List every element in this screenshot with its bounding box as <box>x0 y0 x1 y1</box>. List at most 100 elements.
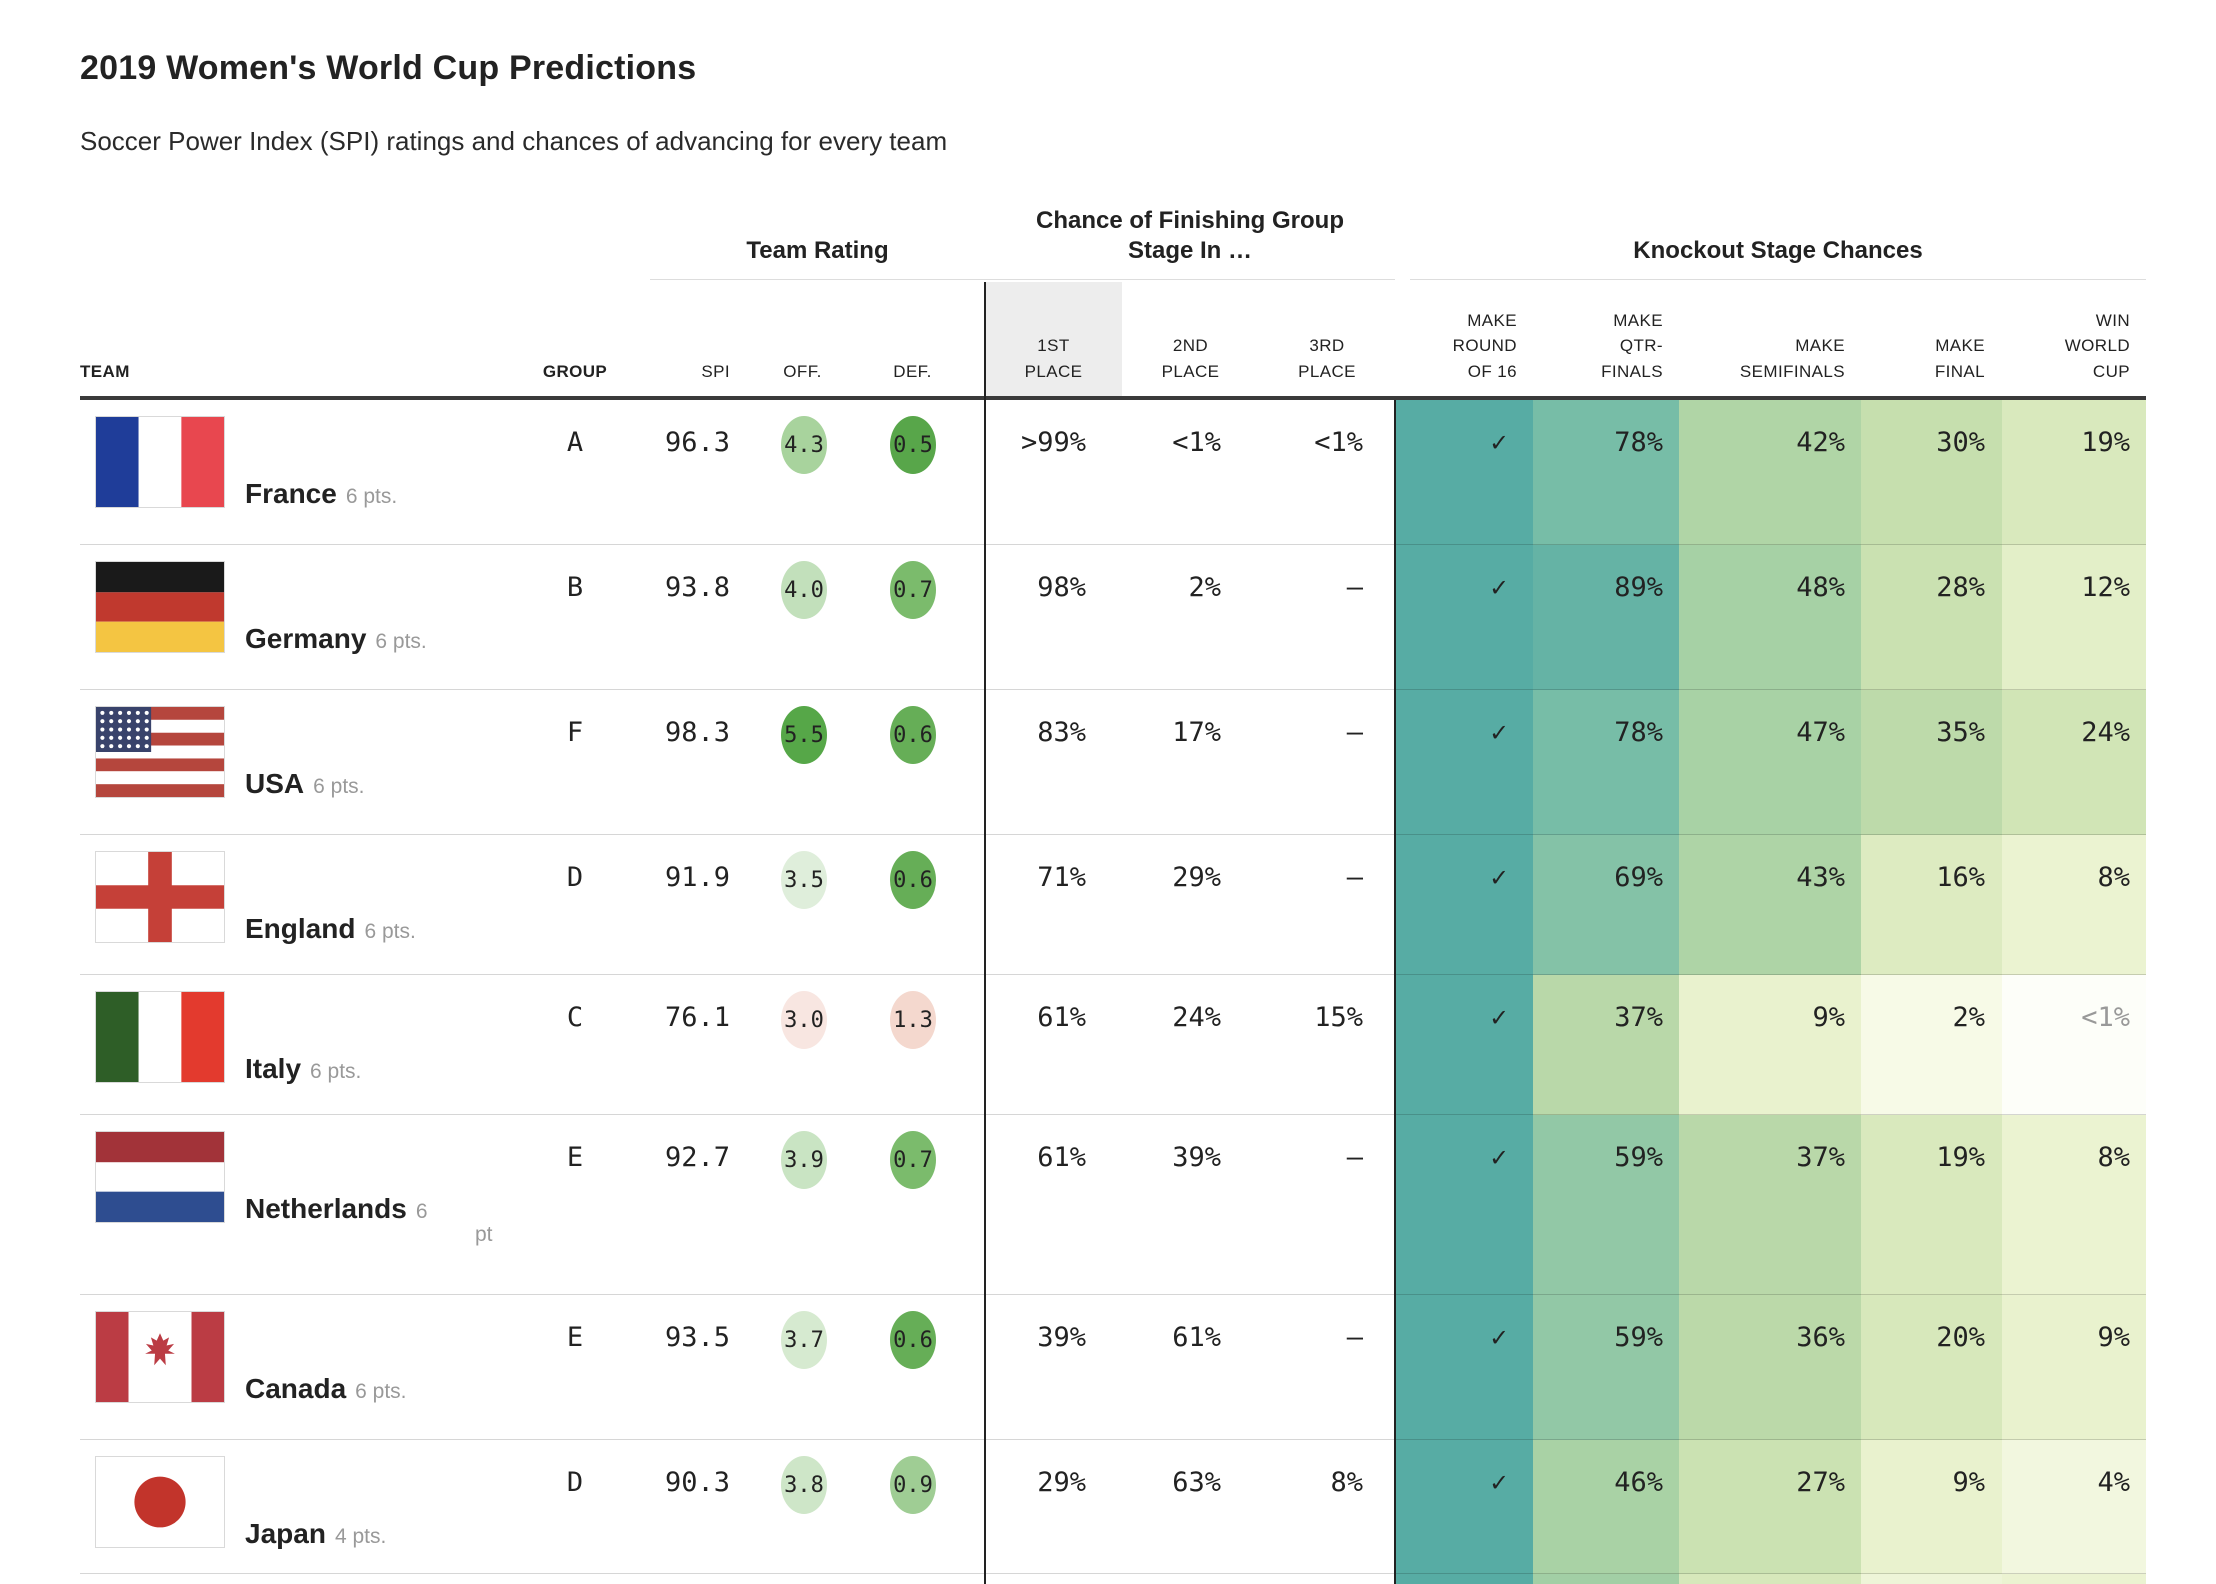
team-name: Germany 6 pts. <box>245 623 427 654</box>
cell-make-round-of-16: ✓ <box>1395 545 1533 690</box>
off-rating-badge: 5.5 <box>781 706 827 764</box>
cell-make-final: 16% <box>1861 835 2002 975</box>
team-points: 4 pts. <box>334 1525 387 1548</box>
def-rating-badge: 0.6 <box>890 1311 936 1369</box>
cell-spi: 92.7 <box>664 1142 730 1173</box>
cell-make-round-of-16 <box>1395 1574 1533 1584</box>
cell-spi: 90.3 <box>664 1467 730 1498</box>
cell-group: E <box>530 1295 620 1440</box>
cell-second-place: 63% <box>1172 1467 1221 1498</box>
cell-group: D <box>530 1440 620 1574</box>
group-header-rule <box>985 279 1395 280</box>
cell-third-place: – <box>1346 572 1363 603</box>
team-row-germany: Germany 6 pts. B 93.8 4.0 0.7 98% 2% – ✓ 89% 48% 28%… <box>0 545 2216 690</box>
cell-make-qtr-finals: 89% <box>1533 545 1679 690</box>
cell-make-qtr-finals: 59% <box>1533 1295 1679 1440</box>
cell-win-world-cup: 19% <box>2002 400 2146 545</box>
cell-spi: 76.1 <box>664 1002 730 1033</box>
cell-make-qtr-finals: 69% <box>1533 835 1679 975</box>
cell-third-place: – <box>1346 862 1363 893</box>
row-separator <box>80 689 2146 690</box>
row-separator <box>80 974 2146 975</box>
team-row-usa: USA 6 pts. F 98.3 5.5 0.6 83% 17% – ✓ 78% 47% 35% 24% <box>0 690 2216 835</box>
cell-make-qtr-finals: 46% <box>1533 1440 1679 1574</box>
cell-group: F <box>530 690 620 835</box>
cell-third-place: – <box>1346 1142 1363 1173</box>
off-rating-badge: 4.3 <box>781 416 827 474</box>
team-points: 6 pts. <box>313 775 365 798</box>
row-separator <box>80 1573 2146 1574</box>
flag-france-icon <box>95 416 225 508</box>
cell-make-round-of-16: ✓ <box>1395 835 1533 975</box>
cell-make-final: 19% <box>1861 1115 2002 1295</box>
cell-make-round-of-16: ✓ <box>1395 975 1533 1115</box>
cell-make-final <box>1861 1574 2002 1584</box>
cell-make-final: 20% <box>1861 1295 2002 1440</box>
first-place-header-highlight <box>985 282 1122 396</box>
cell-first-place: 29% <box>1037 1467 1086 1498</box>
cell-make-final: 2% <box>1861 975 2002 1115</box>
off-rating-badge: 3.9 <box>781 1131 827 1189</box>
group-value: F <box>566 717 584 748</box>
cell-second-place: <1% <box>1172 427 1221 458</box>
group-value: E <box>566 1142 584 1173</box>
cell-first-place: 61% <box>1037 1002 1086 1033</box>
cell-first-place: 83% <box>1037 717 1086 748</box>
cell-third-place: – <box>1346 1322 1363 1353</box>
cell-make-qtr-finals: 78% <box>1533 690 1679 835</box>
cell-make-qtr-finals: 59% <box>1533 1115 1679 1295</box>
group-value: D <box>566 862 584 893</box>
row-separator <box>80 544 2146 545</box>
off-rating-badge: 4.0 <box>781 561 827 619</box>
cell-make-qtr-finals: 78% <box>1533 400 1679 545</box>
cell-spi: 93.8 <box>664 572 730 603</box>
cell-second-place: 24% <box>1172 1002 1221 1033</box>
cell-win-world-cup: 12% <box>2002 545 2146 690</box>
team-row-partial <box>0 1574 2216 1584</box>
flag-italy-icon <box>95 991 225 1083</box>
cell-spi: 96.3 <box>664 427 730 458</box>
column-header-make-semifinals: MAKE SEMIFINALS <box>1739 336 1845 381</box>
cell-first-place: 39% <box>1037 1322 1086 1353</box>
off-rating-badge: 3.8 <box>781 1456 827 1514</box>
cell-make-semifinals: 42% <box>1679 400 1861 545</box>
group-value: B <box>566 572 584 603</box>
cell-spi: 91.9 <box>664 862 730 893</box>
flag-usa-icon <box>95 706 225 798</box>
group-value: A <box>566 427 584 458</box>
cell-win-world-cup <box>2002 1574 2146 1584</box>
team-name: Netherlands 6 <box>245 1193 428 1224</box>
team-name: Japan 4 pts. <box>245 1518 387 1549</box>
row-separator <box>80 834 2146 835</box>
cell-spi: 98.3 <box>664 717 730 748</box>
flag-japan-icon <box>95 1456 225 1548</box>
column-header-group: GROUP <box>542 361 608 381</box>
cell-make-round-of-16: ✓ <box>1395 1440 1533 1574</box>
cell-make-final: 28% <box>1861 545 2002 690</box>
cell-make-final: 30% <box>1861 400 2002 545</box>
cell-win-world-cup: 24% <box>2002 690 2146 835</box>
group-header-group-stage: Chance of Finishing Group Stage In … <box>1036 207 1344 264</box>
cell-make-final: 9% <box>1861 1440 2002 1574</box>
column-header-def: DEF. <box>893 361 932 381</box>
cell-second-place: 17% <box>1172 717 1221 748</box>
cell-third-place: – <box>1346 717 1363 748</box>
group-header-team-rating: Team Rating <box>746 237 889 264</box>
team-points: 6 pts. <box>355 1380 407 1403</box>
off-rating-badge: 3.0 <box>781 991 827 1049</box>
column-header-spi: SPI <box>701 361 730 381</box>
column-header-make-final: MAKE FINAL <box>1934 336 1985 381</box>
cell-third-place: 15% <box>1314 1002 1363 1033</box>
team-row-england: England 6 pts. D 91.9 3.5 0.6 71% 29% – ✓ 69% 43% 16… <box>0 835 2216 975</box>
row-separator <box>80 1439 2146 1440</box>
cell-first-place: >99% <box>1020 427 1086 458</box>
flag-canada-icon <box>95 1311 225 1403</box>
team-points: 6 pts. <box>364 920 416 943</box>
column-header-make-qtr-finals: MAKE QTR-FINALS <box>1601 310 1663 381</box>
team-row-canada: Canada 6 pts. E 93.5 3.7 0.6 39% 61% – ✓ 59% 36% 20%… <box>0 1295 2216 1440</box>
def-rating-badge: 0.7 <box>890 1131 936 1189</box>
team-points: 6 pts. <box>310 1060 362 1083</box>
column-header-make-round-of-16: MAKE ROUND OF 16 <box>1452 310 1517 381</box>
cell-third-place: 8% <box>1330 1467 1363 1498</box>
